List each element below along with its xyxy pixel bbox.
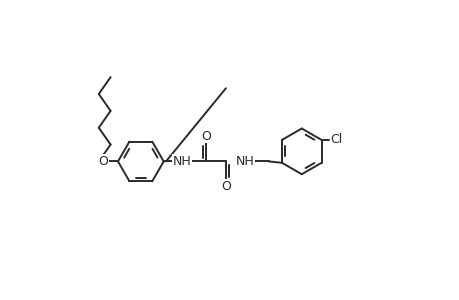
Text: O: O <box>201 130 210 143</box>
Text: Cl: Cl <box>330 133 342 146</box>
Text: NH: NH <box>172 155 191 168</box>
Text: O: O <box>220 180 230 193</box>
Text: NH: NH <box>235 155 254 168</box>
Text: O: O <box>98 155 108 168</box>
